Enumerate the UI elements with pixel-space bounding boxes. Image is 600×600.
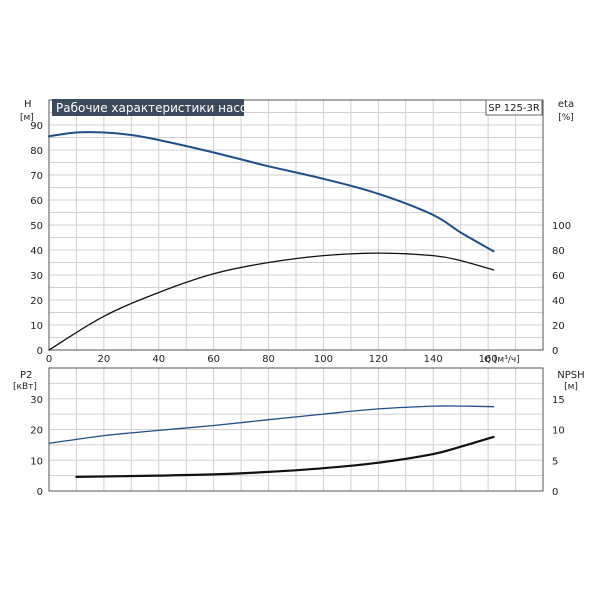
x-tick-label: 120	[369, 354, 388, 365]
plot-frame-top	[48, 99, 544, 351]
y-right-tick-label: 15	[552, 395, 565, 406]
npsh-curve-line	[75, 435, 495, 478]
model-label-box	[485, 99, 543, 116]
y-left-axis-name: H	[24, 99, 32, 110]
y-right-axis-name: NPSH	[557, 370, 584, 381]
y-left-tick-label: 10	[30, 321, 43, 332]
x-tick-label: 40	[152, 354, 165, 365]
y-left-axis-unit: [м]	[20, 113, 34, 123]
x-tick-label: 0	[46, 354, 52, 365]
y-left-tick-label: 0	[37, 487, 43, 498]
y-right-tick-label: 5	[552, 456, 558, 467]
y-right-axis-unit: [%]	[558, 113, 574, 123]
x-tick-label: 140	[424, 354, 443, 365]
y-left-axis-name: P2	[20, 370, 32, 381]
y-left-tick-label: 30	[30, 395, 43, 406]
y-left-tick-label: 20	[30, 296, 43, 307]
y-right-tick-label: 40	[552, 296, 565, 307]
y-right-tick-label: 10	[552, 426, 565, 437]
y-left-tick-label: 30	[30, 271, 43, 282]
efficiency-curve-line	[48, 252, 495, 351]
y-right-tick-label: 60	[552, 271, 565, 282]
head-curve-line	[48, 131, 495, 253]
model-label: SP 125-3R	[488, 103, 540, 114]
y-right-tick-label: 20	[552, 321, 565, 332]
x-tick-label: 60	[207, 354, 220, 365]
x-tick-label: 100	[314, 354, 333, 365]
y-left-tick-label: 10	[30, 456, 43, 467]
x-tick-label: 20	[98, 354, 111, 365]
y-left-tick-label: 70	[30, 171, 43, 182]
y-left-tick-label: 0	[37, 346, 43, 357]
y-right-axis-unit: [м]	[564, 382, 578, 392]
y-left-tick-label: 80	[30, 146, 43, 157]
x-tick-label: 160	[479, 354, 498, 365]
y-left-tick-label: 50	[30, 221, 43, 232]
y-right-tick-label: 0	[552, 487, 558, 498]
y-left-axis-unit: [кВт]	[13, 382, 37, 392]
y-right-tick-label: 0	[552, 346, 558, 357]
x-axis-label: Q [м³/ч]	[484, 355, 520, 365]
y-right-tick-label: 80	[552, 246, 565, 257]
y-left-tick-label: 90	[30, 121, 43, 132]
y-left-tick-label: 60	[30, 196, 43, 207]
power-curve-line	[48, 405, 495, 444]
chart-title: Рабочие характеристики насоса	[56, 101, 261, 115]
y-right-tick-label: 100	[552, 221, 571, 232]
y-left-tick-label: 20	[30, 426, 43, 437]
y-right-axis-name: eta	[558, 99, 574, 110]
y-left-tick-label: 40	[30, 246, 43, 257]
plot-frame-bottom	[48, 367, 544, 492]
title-background	[52, 99, 244, 116]
x-tick-label: 80	[262, 354, 275, 365]
